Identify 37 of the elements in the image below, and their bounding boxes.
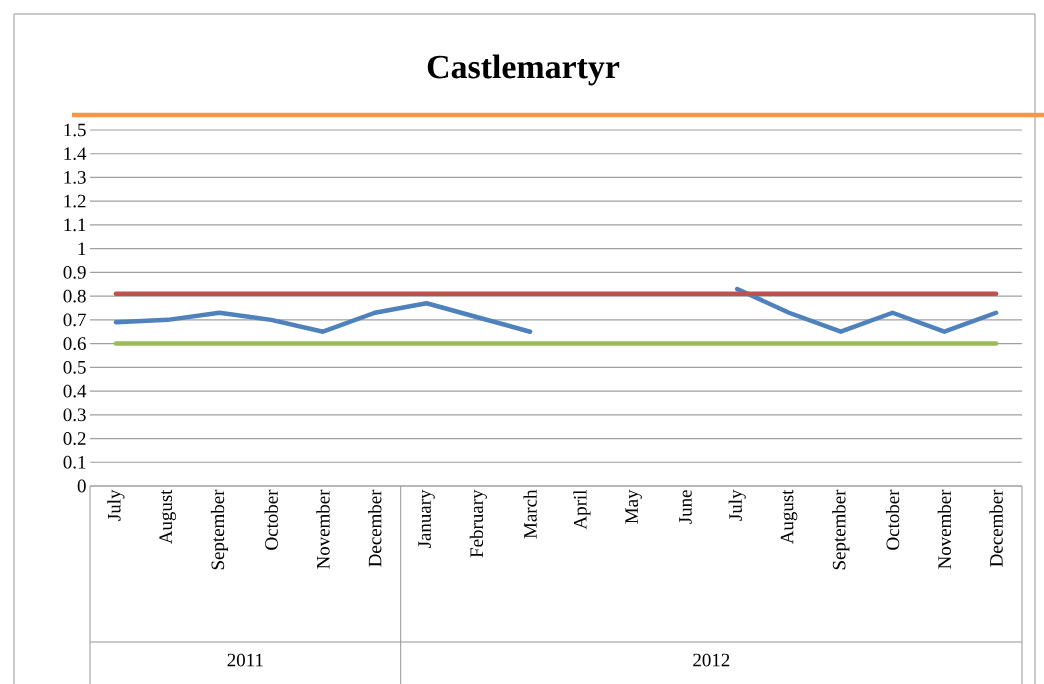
y-tick-label: 0.6 <box>63 337 86 351</box>
y-tick-label: 1.1 <box>64 218 86 232</box>
y-tick-label: 0.1 <box>63 455 86 469</box>
text: 2012 <box>693 653 730 667</box>
x-tick-label: September <box>210 489 229 570</box>
x-tick-label: July <box>728 489 746 521</box>
y-tick-label: 0.4 <box>63 384 87 398</box>
x-tick-label: July <box>107 489 125 521</box>
y-tick-label: 0.9 <box>63 265 86 279</box>
x-tick-label: September <box>832 489 850 570</box>
x-tick-label: January <box>418 489 435 548</box>
text: 2011 <box>227 653 263 667</box>
x-tick-label: February <box>469 489 487 558</box>
x-tick-label: November <box>316 489 330 569</box>
x-tick-label: November <box>937 489 952 569</box>
y-tick-label: 1.5 <box>64 123 86 137</box>
y-tick-label: 1.3 <box>64 171 86 184</box>
y-tick-label: 0.3 <box>63 408 86 422</box>
y-tick-label: 0.5 <box>63 360 86 374</box>
y-tick-label: 0.7 <box>63 313 86 327</box>
x-tick-label: March <box>523 489 537 539</box>
x-tick-label: April <box>573 489 591 530</box>
y-tick-label: 0.8 <box>63 289 86 303</box>
x-tick-label: June <box>679 490 692 524</box>
x-tick-label: October <box>885 489 900 550</box>
x-tick-label: May <box>625 489 642 524</box>
y-tick-label: 0 <box>77 479 86 493</box>
y-tick-label: 1.2 <box>64 194 86 208</box>
x-tick-label: December <box>989 489 1003 567</box>
x-tick-label: August <box>780 489 798 545</box>
x-tick-label: October <box>264 489 278 550</box>
y-tick-label: 1.4 <box>64 147 87 161</box>
x-tick-label: December <box>368 489 382 567</box>
y-tick-label: 1 <box>78 242 86 255</box>
chart-title: Castlemartyr <box>427 54 620 86</box>
x-tick-label: August <box>159 489 176 545</box>
y-tick-label: 0.2 <box>63 432 86 445</box>
